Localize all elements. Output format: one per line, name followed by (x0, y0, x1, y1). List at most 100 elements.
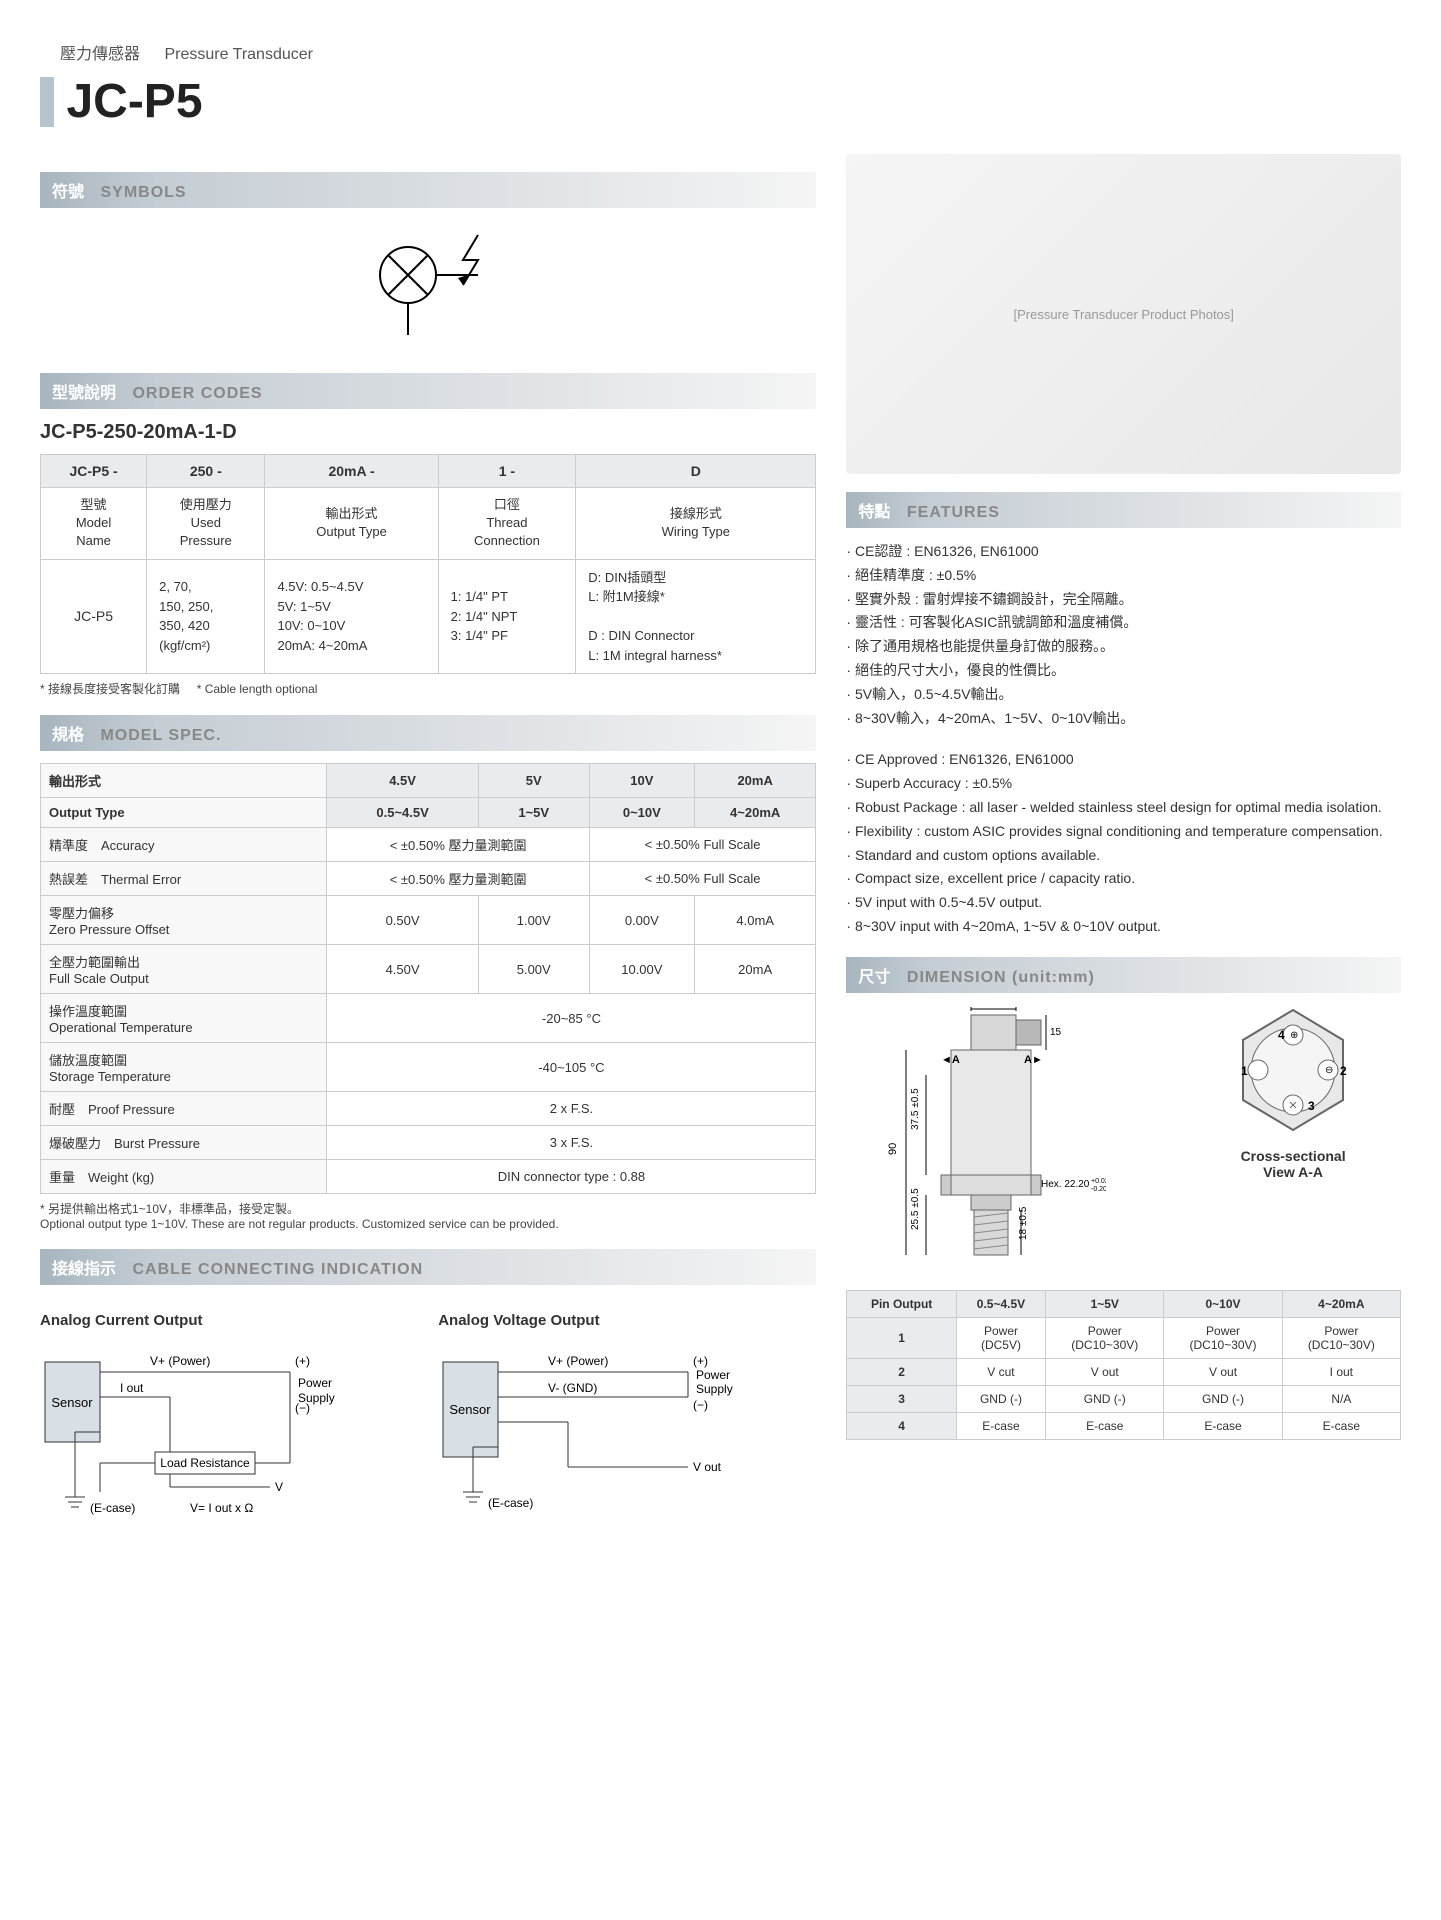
pinout-cell: N/A (1282, 1385, 1400, 1412)
oc-note-cn: * 接線長度接受客製化訂購 (40, 682, 180, 696)
spec-cell: DIN connector type : 0.88 (327, 1160, 816, 1194)
dimension-drawing: 10 15 (846, 1005, 1106, 1285)
feature-item: Compact size, excellent price / capacity… (846, 867, 1401, 891)
spec-cell: 4.0mA (694, 896, 816, 945)
feature-item: 8~30V input with 4~20mA, 1~5V & 0~10V ou… (846, 915, 1401, 939)
section-cable-cn: 接線指示 (52, 1261, 116, 1278)
svg-text:Supply: Supply (696, 1382, 733, 1396)
spec-table: 輸出形式4.5V5V10V20mAOutput Type0.5~4.5V1~5V… (40, 763, 816, 1194)
svg-text:(+): (+) (693, 1354, 708, 1368)
svg-text:V+ (Power): V+ (Power) (150, 1354, 210, 1368)
oc-value-cell: 1: 1/4" PT 2: 1/4" NPT 3: 1/4" PF (438, 559, 576, 674)
spec-note-cn: * 另提供輸出格式1~10V，非標準品，接受定製。 (40, 1200, 816, 1217)
section-symbols-en: SYMBOLS (100, 184, 186, 201)
svg-text:4: 4 (1278, 1028, 1285, 1042)
svg-text:2: 2 (1340, 1064, 1347, 1078)
category-en: Pressure Transducer (164, 46, 313, 63)
pinout-header-cell: 4~20mA (1282, 1290, 1400, 1317)
svg-text:Sensor: Sensor (450, 1402, 492, 1417)
pinout-cell: GND (-) (956, 1385, 1045, 1412)
svg-text:V= I out x Ω: V= I out x Ω (190, 1501, 253, 1515)
spec-header-cell: 4~20mA (694, 798, 816, 828)
spec-cell: 4.50V (327, 945, 478, 994)
spec-cell: < ±0.50% 壓力量測範圍 (327, 862, 589, 896)
oc-header-cell: 250 - (147, 455, 265, 488)
feature-item: Superb Accuracy : ±0.5% (846, 772, 1401, 796)
category-cn: 壓力傳感器 (60, 46, 140, 63)
feature-item: 靈活性 : 可客製化ASIC訊號調節和溫度補償。 (846, 611, 1401, 635)
spec-header-cell: 0.5~4.5V (327, 798, 478, 828)
oc-label-cell: 口徑ThreadConnection (438, 488, 576, 560)
pinout-cell: Power (DC10~30V) (1046, 1317, 1164, 1358)
svg-text:Sensor: Sensor (51, 1395, 93, 1410)
svg-text:10: 10 (986, 1005, 998, 1008)
section-order-codes-en: ORDER CODES (132, 385, 262, 402)
product-image-placeholder: [Pressure Transducer Product Photos] (1014, 307, 1234, 322)
svg-text:15: 15 (1050, 1027, 1062, 1038)
spec-row-label: 儲放溫度範圍 Storage Temperature (41, 1043, 327, 1092)
svg-text:(E-case): (E-case) (488, 1496, 533, 1510)
oc-value-cell: 2, 70, 150, 250, 350, 420 (kgf/cm²) (147, 559, 265, 674)
svg-text:V+ (Power): V+ (Power) (548, 1354, 608, 1368)
section-features-header: 特點 FEATURES (846, 492, 1401, 528)
spec-cell: 5.00V (478, 945, 589, 994)
pinout-table: Pin Output0.5~4.5V1~5V0~10V4~20mA1Power … (846, 1290, 1401, 1440)
spec-cell: < ±0.50% 壓力量測範圍 (327, 828, 589, 862)
oc-value-cell: JC-P5 (41, 559, 147, 674)
spec-row-label: 爆破壓力 Burst Pressure (41, 1126, 327, 1160)
svg-text:I out: I out (120, 1381, 144, 1395)
svg-text:(−): (−) (295, 1401, 310, 1415)
spec-cell: 10.00V (589, 945, 694, 994)
spec-header-cell: 4.5V (327, 764, 478, 798)
oc-header-cell: D (576, 455, 816, 488)
order-codes-table: JC-P5 -250 -20mA -1 -D 型號ModelName使用壓力Us… (40, 454, 816, 674)
svg-text:⊖: ⊖ (1325, 1065, 1333, 1076)
pinout-header-cell: 1~5V (1046, 1290, 1164, 1317)
feature-item: Robust Package : all laser - welded stai… (846, 796, 1401, 820)
svg-text:(−): (−) (693, 1398, 708, 1412)
dimension-box: 10 15 (846, 1005, 1401, 1290)
section-cable-en: CABLE CONNECTING INDICATION (132, 1261, 423, 1278)
wiring-voltage-diagram: Sensor V+ (Power) (+) V- (GND) Power Sup… (438, 1337, 768, 1517)
svg-text:Power: Power (298, 1376, 332, 1390)
feature-item: 絕佳的尺寸大小，優良的性價比。 (846, 659, 1401, 683)
section-dimension-header: 尺寸 DIMENSION (unit:mm) (846, 957, 1401, 993)
spec-header-cell: 0~10V (589, 798, 694, 828)
spec-header-cell: Output Type (41, 798, 327, 828)
svg-text:3: 3 (1308, 1099, 1315, 1113)
feature-item: 5V輸入，0.5~4.5V輸出。 (846, 683, 1401, 707)
pinout-cell: GND (-) (1046, 1385, 1164, 1412)
wiring-voltage: Analog Voltage Output Sensor V+ (Power) … (438, 1297, 816, 1522)
section-cable-header: 接線指示 CABLE CONNECTING INDICATION (40, 1249, 816, 1285)
features-list-cn: CE認證 : EN61326, EN61000絕佳精準度 : ±0.5%堅實外殼… (846, 540, 1401, 730)
order-code-example: JC-P5-250-20mA-1-D (40, 421, 816, 444)
product-image: [Pressure Transducer Product Photos] (846, 154, 1401, 474)
pinout-cell: Power (DC10~30V) (1282, 1317, 1400, 1358)
product-title: JC-P5 (66, 74, 202, 129)
oc-value-cell: D: DIN插頭型 L: 附1M接線* D : DIN Connector L:… (576, 559, 816, 674)
pinout-cell: E-case (1046, 1412, 1164, 1439)
svg-text:25.5 ±0.5: 25.5 ±0.5 (910, 1188, 921, 1230)
pinout-cell: 2 (847, 1358, 956, 1385)
section-features-cn: 特點 (858, 504, 890, 521)
oc-label-cell: 使用壓力UsedPressure (147, 488, 265, 560)
title-row: JC-P5 (40, 74, 1401, 129)
section-order-codes-cn: 型號說明 (52, 385, 116, 402)
pinout-cell: V out (1046, 1358, 1164, 1385)
oc-header-cell: 1 - (438, 455, 576, 488)
svg-text:V out: V out (693, 1460, 722, 1474)
oc-value-cell: 4.5V: 0.5~4.5V 5V: 1~5V 10V: 0~10V 20mA:… (265, 559, 438, 674)
spec-cell: 20mA (694, 945, 816, 994)
section-order-codes-header: 型號說明 ORDER CODES (40, 373, 816, 409)
feature-item: CE Approved : EN61326, EN61000 (846, 748, 1401, 772)
oc-header-cell: JC-P5 - (41, 455, 147, 488)
spec-cell: < ±0.50% Full Scale (589, 828, 816, 862)
svg-text:V: V (275, 1480, 283, 1494)
spec-cell: 0.50V (327, 896, 478, 945)
feature-item: Flexibility : custom ASIC provides signa… (846, 820, 1401, 844)
section-spec-en: MODEL SPEC. (100, 727, 221, 744)
spec-header-cell: 10V (589, 764, 694, 798)
feature-item: 8~30V輸入，4~20mA、1~5V、0~10V輸出。 (846, 707, 1401, 731)
section-features-en: FEATURES (907, 504, 1000, 521)
pinout-header-cell: 0~10V (1164, 1290, 1282, 1317)
